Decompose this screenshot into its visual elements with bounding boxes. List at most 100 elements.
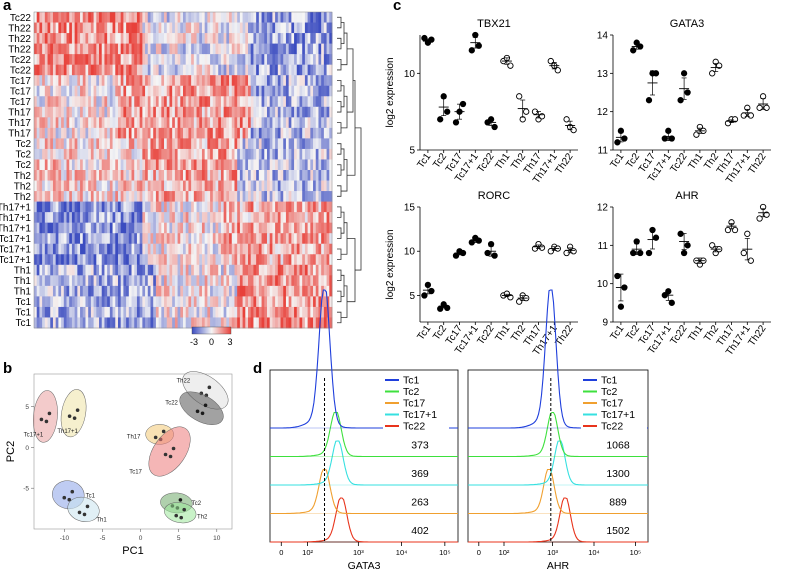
heatmap-cell bbox=[272, 306, 276, 318]
dotplot-x-tick-label: Tc22 bbox=[475, 151, 496, 175]
heatmap-cell bbox=[193, 138, 197, 150]
heatmap-cell bbox=[99, 96, 103, 108]
heatmap-cell bbox=[44, 117, 48, 129]
heatmap-cell bbox=[50, 285, 54, 297]
heatmap-cell bbox=[326, 296, 330, 308]
heatmap-cell bbox=[277, 85, 281, 97]
heatmap-cell bbox=[302, 201, 306, 213]
heatmap-cell bbox=[201, 264, 206, 276]
heatmap-cell bbox=[280, 22, 284, 34]
heatmap-cell bbox=[196, 191, 200, 202]
heatmap-cell bbox=[269, 159, 273, 171]
heatmap-cell bbox=[34, 254, 38, 266]
heatmap-cell bbox=[229, 285, 233, 297]
heatmap-cell bbox=[210, 33, 214, 44]
heatmap-cell bbox=[139, 22, 143, 34]
dendrogram-root bbox=[355, 127, 362, 271]
heatmap-cell bbox=[39, 275, 43, 287]
heatmap-cell bbox=[258, 170, 262, 181]
heatmap-cell bbox=[172, 317, 176, 329]
heatmap-cell bbox=[61, 148, 65, 160]
heatmap-cell bbox=[294, 33, 298, 44]
histogram-legend-label: Tc17+1 bbox=[403, 409, 437, 421]
heatmap-cell bbox=[147, 180, 151, 192]
heatmap-cell bbox=[39, 222, 43, 234]
heatmap-cell bbox=[223, 148, 227, 160]
heatmap-cell bbox=[44, 275, 48, 287]
heatmap-cell bbox=[229, 148, 233, 160]
heatmap-cell bbox=[161, 306, 165, 318]
heatmap-cell bbox=[250, 275, 254, 287]
heatmap-cell bbox=[85, 264, 89, 276]
dotplot-point bbox=[633, 238, 640, 245]
heatmap-cell bbox=[237, 75, 241, 87]
heatmap-cell bbox=[272, 170, 276, 181]
heatmap-cell bbox=[96, 64, 100, 76]
heatmap-cell bbox=[90, 254, 94, 266]
heatmap-cell bbox=[215, 233, 219, 245]
histogram-legend-label: Tc1 bbox=[601, 375, 618, 387]
heatmap-cell bbox=[256, 201, 260, 213]
heatmap-cell bbox=[99, 296, 103, 308]
heatmap-cell bbox=[126, 138, 130, 150]
heatmap-cell bbox=[112, 275, 116, 287]
heatmap-cell bbox=[52, 170, 57, 181]
heatmap-cell bbox=[193, 191, 197, 202]
heatmap-cell bbox=[42, 12, 46, 23]
heatmap-cell bbox=[52, 75, 57, 87]
dendrogram-branch bbox=[337, 143, 342, 155]
heatmap-cell bbox=[42, 170, 46, 181]
heatmap-cell bbox=[185, 180, 189, 192]
heatmap-cell bbox=[123, 127, 127, 139]
heatmap-cell bbox=[69, 191, 73, 202]
heatmap-cell bbox=[245, 191, 249, 202]
heatmap-cell bbox=[77, 117, 81, 129]
heatmap-cell bbox=[231, 222, 235, 234]
dotplot-point bbox=[759, 93, 767, 100]
heatmap-cell bbox=[166, 33, 170, 44]
heatmap-cell bbox=[207, 233, 211, 245]
heatmap-cell bbox=[120, 222, 124, 234]
heatmap-cell bbox=[58, 170, 62, 181]
heatmap-cell bbox=[318, 75, 322, 87]
heatmap-cell bbox=[63, 75, 67, 87]
heatmap-cell bbox=[242, 33, 246, 44]
heatmap-cell bbox=[201, 159, 206, 171]
heatmap-cell bbox=[74, 43, 78, 55]
heatmap-cell bbox=[126, 317, 130, 329]
heatmap-cell bbox=[99, 106, 103, 118]
heatmap-cell bbox=[117, 191, 122, 202]
heatmap-cell bbox=[275, 22, 279, 34]
heatmap-cell bbox=[155, 264, 160, 276]
heatmap-cell bbox=[58, 96, 62, 108]
heatmap-cell bbox=[250, 106, 254, 118]
heatmap-cell bbox=[158, 264, 162, 276]
heatmap-cell bbox=[104, 85, 108, 97]
heatmap-cell bbox=[134, 212, 138, 224]
heatmap-cell bbox=[71, 12, 76, 23]
heatmap-cell bbox=[85, 117, 89, 129]
heatmap-cell bbox=[82, 148, 86, 160]
pca-group-ellipse bbox=[179, 391, 224, 425]
heatmap-cell bbox=[223, 12, 227, 23]
heatmap-cell bbox=[101, 296, 105, 308]
heatmap-cell bbox=[63, 96, 67, 108]
heatmap-cell bbox=[166, 170, 170, 181]
heatmap-cell bbox=[90, 43, 94, 55]
heatmap-cell bbox=[212, 64, 216, 76]
heatmap-cell bbox=[212, 75, 216, 87]
heatmap-cell bbox=[185, 22, 189, 34]
heatmap-cell bbox=[177, 96, 181, 108]
heatmap-cell bbox=[74, 96, 78, 108]
heatmap-cell bbox=[212, 180, 216, 192]
heatmap-cell bbox=[180, 201, 184, 213]
heatmap-cell bbox=[223, 317, 227, 329]
heatmap-cell bbox=[272, 85, 276, 97]
heatmap-cell bbox=[264, 212, 268, 224]
heatmap-cell bbox=[166, 85, 170, 97]
heatmap-cell bbox=[131, 317, 135, 329]
heatmap-cell bbox=[291, 222, 295, 234]
heatmap-cell bbox=[63, 117, 67, 129]
heatmap-cell bbox=[136, 306, 141, 318]
heatmap-cell bbox=[304, 148, 309, 160]
